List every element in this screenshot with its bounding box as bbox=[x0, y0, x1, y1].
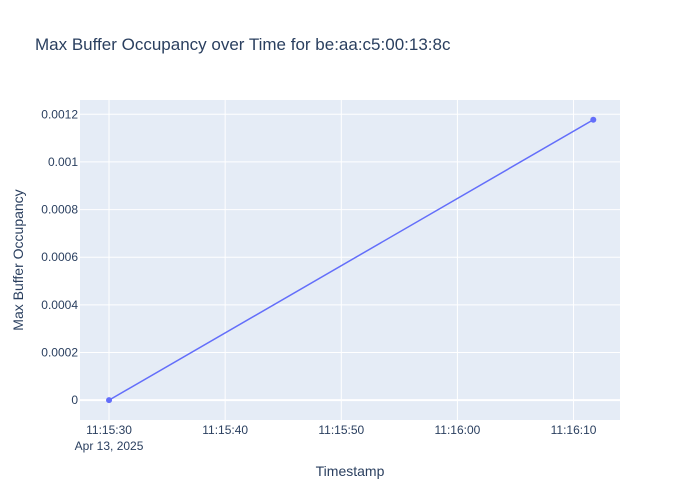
x-tick-label: 11:15:40 bbox=[202, 423, 248, 437]
series-layer bbox=[106, 116, 597, 404]
x-tick-date-label: Apr 13, 2025 bbox=[75, 439, 144, 453]
series-line bbox=[108, 119, 594, 401]
x-tick-label: 11:16:00 bbox=[435, 423, 481, 437]
x-tick-label: 11:15:30 bbox=[86, 423, 132, 437]
tick-labels: 0 0.0002 0.0004 0.0006 0.0008 0.001 0.0012 11:1… bbox=[41, 107, 596, 453]
y-tick-label: 0.0004 bbox=[41, 298, 78, 312]
y-tick-label: 0.0012 bbox=[41, 107, 78, 121]
y-tick-label: 0.0006 bbox=[41, 250, 78, 264]
grid-lines bbox=[80, 100, 620, 420]
chart-title: Max Buffer Occupancy over Time for be:aa… bbox=[35, 35, 451, 54]
y-tick-label: 0 bbox=[71, 393, 78, 407]
y-tick-label: 0.0002 bbox=[41, 346, 78, 360]
y-tick-label: 0.001 bbox=[48, 155, 78, 169]
y-tick-label: 0.0008 bbox=[41, 203, 78, 217]
data-point[interactable] bbox=[590, 116, 597, 123]
x-tick-label: 11:16:10 bbox=[551, 423, 597, 437]
x-axis-title: Timestamp bbox=[316, 463, 385, 479]
y-axis-title: Max Buffer Occupancy bbox=[10, 189, 26, 330]
data-point[interactable] bbox=[106, 397, 113, 404]
x-tick-label: 11:15:50 bbox=[318, 423, 364, 437]
